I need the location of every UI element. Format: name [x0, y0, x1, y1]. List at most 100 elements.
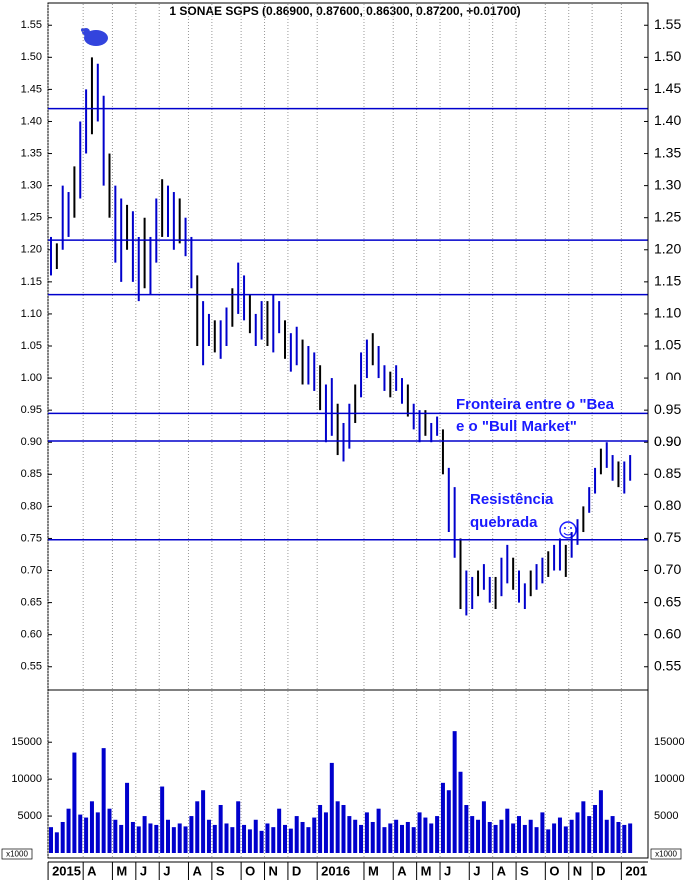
- y2-tick-label: 1.15: [654, 273, 681, 289]
- volume-bar: [359, 824, 364, 853]
- volume-bar: [60, 821, 65, 853]
- volume-bar: [628, 823, 633, 853]
- volume-bar: [78, 814, 83, 853]
- volume-bar: [388, 823, 393, 853]
- volume-bar: [557, 817, 562, 853]
- x-tick-label: M: [116, 863, 127, 878]
- y-tick-label: 1.40: [21, 115, 42, 127]
- y2-tick-label: 0.75: [654, 529, 681, 545]
- volume-bar: [283, 824, 287, 853]
- x-tick-label: J: [140, 863, 147, 878]
- volume-tick-label: 15000: [654, 736, 685, 748]
- volume-bar: [505, 808, 510, 853]
- x-tick-label: D: [596, 863, 605, 878]
- x-tick-label: A: [192, 863, 202, 878]
- volume-unit: x1000: [6, 850, 28, 859]
- volume-bar: [569, 819, 574, 853]
- annotation: quebrada: [470, 514, 538, 531]
- volume-bar: [212, 824, 217, 853]
- volume-bar: [446, 790, 451, 853]
- y2-tick-label: 0.70: [654, 561, 681, 577]
- volume-bar: [160, 786, 165, 853]
- unit-box: [1, 848, 33, 860]
- volume-tick-label: 15000: [11, 736, 42, 748]
- volume-bar: [154, 824, 159, 853]
- volume-bar: [218, 804, 223, 853]
- y2-tick-label: 1.10: [654, 305, 681, 321]
- x-tick-label: J: [473, 863, 480, 878]
- volume-bar: [300, 821, 305, 853]
- x-tick-label: 201: [625, 863, 647, 878]
- volume-bar: [575, 812, 580, 853]
- volume-bar: [487, 821, 492, 853]
- x-tick-label: J: [163, 863, 170, 878]
- volume-bar: [452, 731, 457, 853]
- y2-tick-label: 1.20: [654, 240, 681, 256]
- x-tick-label: M: [368, 863, 379, 878]
- y2-tick-label: 1.30: [654, 176, 681, 192]
- volume-bar: [598, 790, 603, 853]
- volume-bar: [236, 801, 241, 853]
- volume-bar: [593, 804, 598, 853]
- volume-bar: [183, 826, 188, 853]
- volume-bar: [610, 816, 615, 853]
- volume-bar: [113, 819, 118, 853]
- unit-box: [650, 848, 682, 860]
- volume-bar: [206, 819, 211, 853]
- x-tick-label: N: [269, 863, 278, 878]
- volume-bar: [364, 812, 369, 853]
- volume-bar: [318, 804, 323, 853]
- x-tick-label: O: [549, 863, 559, 878]
- volume-bar: [259, 830, 264, 853]
- volume-bar: [230, 827, 235, 853]
- volume-bar: [195, 801, 200, 853]
- chart-title: 1 SONAE SGPS (0.86900, 0.87600, 0.86300,…: [169, 4, 520, 18]
- x-tick-label: 2016: [321, 863, 350, 878]
- volume-bar: [265, 823, 270, 853]
- volume-bar: [72, 752, 77, 853]
- volume-bar: [376, 808, 381, 853]
- volume-bar: [49, 827, 53, 853]
- volume-bar: [119, 824, 124, 853]
- volume-tick-label: 5000: [654, 810, 678, 822]
- volume-bar: [540, 812, 545, 853]
- volume-bar: [587, 816, 592, 853]
- y2-tick-label: 1.45: [654, 80, 681, 96]
- volume-bar: [335, 801, 340, 853]
- volume-bar: [130, 821, 135, 853]
- y-tick-label: 1.25: [21, 212, 42, 224]
- volume-tick-label: 5000: [18, 810, 42, 822]
- x-tick-label: S: [520, 863, 529, 878]
- volume-bar: [546, 829, 551, 853]
- volume-bar: [84, 817, 89, 853]
- volume-bar: [481, 801, 486, 853]
- volume-tick-label: 10000: [11, 773, 42, 785]
- volume-bar: [166, 819, 170, 853]
- y2-tick-label: 1.05: [654, 337, 681, 353]
- y-tick-label: 0.80: [21, 500, 42, 512]
- y-tick-label: 0.95: [21, 404, 42, 416]
- y-tick-label: 1.45: [21, 83, 42, 95]
- x-tick-label: D: [292, 863, 301, 878]
- volume-bar: [189, 816, 194, 853]
- y2-tick-label: 1.35: [654, 144, 681, 160]
- y-tick-label: 0.55: [21, 661, 42, 673]
- volume-bar: [411, 827, 416, 853]
- volume-bar: [370, 821, 375, 853]
- x-tick-label: A: [87, 863, 97, 878]
- x-tick-label: A: [397, 863, 407, 878]
- volume-bar: [417, 812, 422, 853]
- volume-bar: [382, 827, 387, 853]
- volume-bar: [89, 801, 94, 853]
- volume-bar: [277, 808, 282, 853]
- volume-bar: [294, 816, 299, 853]
- volume-bar: [522, 824, 527, 853]
- volume-bar: [493, 824, 498, 853]
- volume-tick-label: 10000: [654, 773, 685, 785]
- right-axis-background: [649, 380, 694, 440]
- volume-bar: [306, 827, 311, 853]
- volume-bar: [423, 817, 428, 853]
- volume-bar: [201, 790, 206, 853]
- volume-bar: [458, 771, 463, 853]
- volume-bar: [563, 826, 568, 853]
